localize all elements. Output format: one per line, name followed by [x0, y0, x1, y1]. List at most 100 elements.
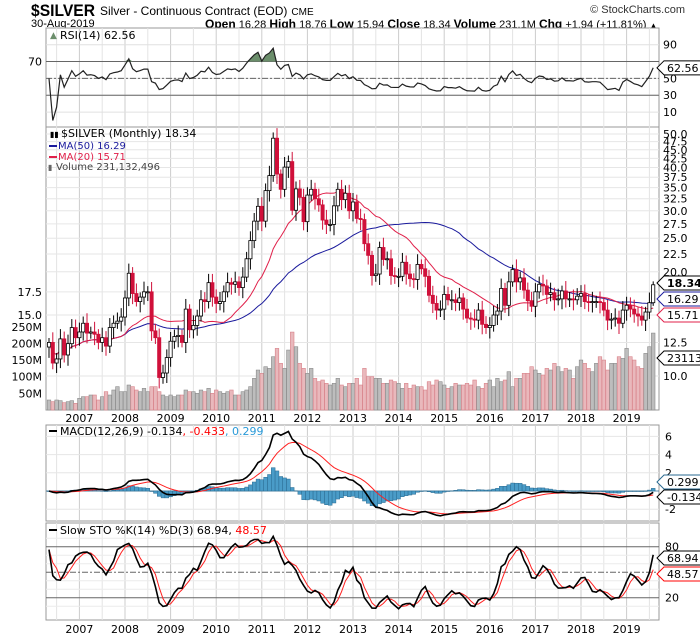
volume-bar [233, 394, 238, 411]
volume-bar [567, 369, 572, 411]
candle [130, 272, 135, 294]
volume-bar [210, 393, 215, 411]
sto-tick-label: 20 [665, 592, 679, 605]
macd-histogram-bar [552, 489, 557, 492]
x-tick-label-bottom: 2016 [476, 623, 504, 636]
macd-histogram-bar [453, 490, 458, 492]
candle [328, 224, 333, 226]
volume-bar [160, 394, 166, 411]
volume-bar [263, 366, 268, 411]
volume-bar [514, 378, 519, 411]
x-tick-label-top: 2015 [430, 412, 458, 425]
volume-bar [225, 391, 230, 411]
volume-bar [176, 394, 181, 411]
candle [544, 285, 549, 295]
volume-bar [510, 386, 515, 411]
macd-histogram-bar [255, 478, 261, 492]
macd-histogram-bar [472, 490, 477, 492]
volume-bar [556, 366, 561, 411]
candle [343, 192, 348, 201]
candle [381, 247, 386, 260]
volume-bar [381, 383, 386, 411]
candle [214, 296, 219, 304]
candle [221, 291, 226, 302]
volume-bar [343, 386, 348, 411]
macd-histogram-bar [533, 487, 538, 492]
candle [518, 277, 523, 283]
volume-bar [407, 388, 413, 411]
macd-histogram-bar [571, 490, 576, 492]
candle [331, 205, 336, 225]
volume-bar [544, 368, 549, 411]
macd-histogram-bar [434, 490, 439, 494]
macd-histogram-bar [96, 490, 101, 492]
triangle-up-icon: ▲ [649, 21, 658, 30]
volume-bar [464, 383, 470, 411]
volume-tick-label: 50M [19, 387, 43, 400]
macd-histogram-bar [331, 490, 337, 504]
volume-bar [362, 368, 367, 411]
macd-histogram-bar [476, 489, 481, 492]
volume-bar [506, 371, 511, 411]
volume-bar [347, 383, 352, 411]
candle [514, 269, 519, 283]
macd-legend-part: MACD(12,26,9) -0.134 [60, 425, 183, 438]
candle [476, 309, 481, 321]
volume-legend: Volume 231,132,496 [56, 162, 160, 173]
volume-bar [453, 383, 458, 411]
candle [217, 301, 222, 304]
candle [168, 340, 173, 359]
candle [233, 281, 238, 285]
x-tick-label-bottom: 2008 [111, 623, 139, 636]
exchange-label: CME [291, 7, 314, 18]
macd-histogram-bar [233, 487, 238, 492]
candle [58, 338, 63, 360]
candle [647, 302, 652, 313]
candle [54, 358, 59, 364]
macd-histogram-bar [464, 489, 470, 492]
macd-histogram-bar [119, 489, 124, 492]
volume-bar [111, 389, 116, 411]
candle [157, 337, 162, 378]
candle [119, 316, 124, 322]
candle [347, 192, 352, 212]
candle [426, 275, 431, 296]
candle [560, 290, 565, 300]
volume-bar [502, 379, 508, 411]
macd-histogram-bar [483, 489, 489, 492]
macd-histogram-bar [643, 490, 648, 492]
x-tick-label-bottom: 2009 [157, 623, 185, 636]
macd-histogram-bar [217, 487, 223, 492]
candle [366, 243, 371, 256]
brand-link[interactable]: © StockCharts.com [590, 4, 685, 16]
volume-bar [252, 378, 257, 411]
macd-histogram-bar [157, 490, 162, 497]
macd-histogram-bar [647, 489, 652, 492]
volume-bar [138, 391, 143, 411]
candle [85, 322, 90, 334]
volume-bar [96, 399, 101, 411]
macd-histogram-bar [632, 490, 637, 492]
candle [392, 275, 397, 277]
volume-bar [430, 384, 435, 411]
volume-bar [628, 356, 633, 411]
rsi-tick-label: 90 [663, 39, 677, 52]
candle [282, 166, 287, 190]
macd-histogram-bar [290, 487, 295, 492]
candle [141, 291, 146, 298]
candle [252, 220, 257, 242]
x-tick-label-top: 2014 [385, 412, 413, 425]
price-tick-label: 17.5 [18, 286, 43, 299]
volume-bar [274, 348, 280, 411]
candle [620, 309, 625, 324]
volume-bar [312, 378, 318, 411]
candle [335, 188, 340, 207]
candle [229, 282, 234, 285]
macd-histogram-bar [293, 490, 299, 492]
candle [388, 258, 393, 276]
volume-bar [92, 394, 97, 411]
volume-bar [236, 394, 242, 411]
candle [305, 194, 310, 223]
x-tick-label-bottom: 2015 [430, 623, 458, 636]
macd-histogram-bar [578, 490, 584, 492]
